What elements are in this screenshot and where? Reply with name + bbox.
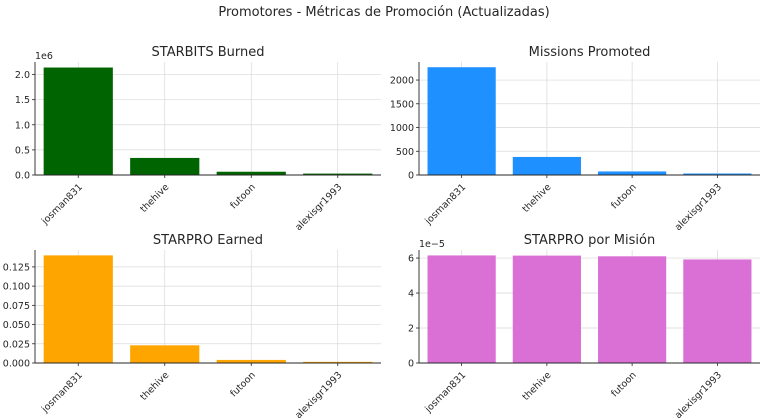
x-tick-label: alexisgr1993 (673, 370, 724, 420)
chart-panel-2: Missions Promoted 0 500 1000 1500 2000 josman8… (390, 45, 760, 233)
y-tick-label: 1.5 (15, 95, 30, 106)
x-tick-label: futoon (609, 182, 639, 212)
y-tick-label: 0.0 (15, 171, 30, 182)
x-tick-label: thehive (138, 370, 171, 403)
y-offset-label: 1e−5 (419, 239, 445, 250)
bar-alexisgr1993 (683, 259, 752, 363)
x-tick-label: futoon (228, 370, 258, 400)
y-tick-label: 0.000 (3, 359, 30, 370)
x-tick-label: josman831 (423, 370, 469, 416)
chart-panel-1: STARBITS Burned 0.0 0.5 1.0 1.5 2.0 1e6 josman8… (15, 45, 381, 233)
x-tick-label: alexisgr1993 (673, 182, 724, 233)
y-tick-label: 500 (396, 147, 414, 158)
axis-spines (34, 62, 381, 176)
bar-thehive (512, 156, 581, 175)
y-tick-label: 1.0 (15, 120, 30, 131)
axis-spines (418, 62, 760, 176)
y-tick-label: 2.0 (15, 70, 30, 81)
y-tick-label: 0.5 (15, 145, 30, 156)
y-offset-label: 1e6 (35, 51, 53, 62)
axis-spines (34, 250, 381, 364)
x-tick-label: thehive (138, 182, 171, 215)
y-tick-label: 0.025 (3, 339, 30, 350)
chart-panel-4: STARPRO por Misión 0 2 4 6 1e−5 josman831 thehi… (408, 233, 760, 420)
bar-alexisgr1993 (683, 173, 752, 175)
bar-futoon (598, 256, 667, 363)
x-tick-label: futoon (228, 182, 258, 212)
bar-futoon (598, 171, 667, 175)
bar-futoon (216, 359, 286, 363)
y-tick-label: 0.125 (3, 262, 30, 273)
x-tick-label: thehive (520, 182, 553, 215)
y-tick-label: 0.075 (3, 301, 30, 312)
chart-title: STARPRO Earned (153, 233, 263, 248)
x-tick-label: josman831 (39, 370, 85, 416)
y-tick-label: 0 (408, 171, 414, 182)
bar-josman831 (43, 255, 113, 363)
bar-thehive (130, 157, 200, 175)
y-tick-label: 6 (408, 254, 414, 265)
y-tick-label: 4 (408, 289, 414, 300)
x-tick-label: futoon (609, 370, 639, 400)
x-tick-label: thehive (520, 370, 553, 403)
y-tick-label: 2000 (390, 76, 414, 87)
y-tick-label: 0 (408, 359, 414, 370)
chart-title: STARPRO por Misión (524, 233, 655, 248)
y-tick-label: 0.100 (3, 282, 30, 293)
chart-title: STARBITS Burned (152, 45, 265, 60)
bar-josman831 (427, 255, 496, 363)
bar-thehive (130, 345, 200, 363)
x-tick-label: alexisgr1993 (293, 182, 344, 233)
bar-alexisgr1993 (303, 173, 373, 175)
bar-josman831 (427, 67, 496, 175)
x-tick-label: alexisgr1993 (293, 370, 344, 420)
y-tick-label: 1000 (390, 123, 414, 134)
axis-spines (418, 250, 760, 364)
x-tick-label: josman831 (423, 182, 469, 228)
chart-title: Missions Promoted (529, 45, 651, 60)
chart-panel-3: STARPRO Earned 0.000 0.025 0.050 0.075 0.100 0… (3, 233, 381, 420)
bar-futoon (216, 171, 286, 175)
y-tick-label: 1500 (390, 99, 414, 110)
y-tick-label: 2 (408, 324, 414, 335)
bar-josman831 (43, 67, 113, 175)
bar-thehive (512, 255, 581, 363)
x-tick-label: josman831 (39, 182, 85, 228)
bar-alexisgr1993 (303, 361, 373, 363)
figure-suptitle: Promotores - Métricas de Promoción (Actu… (218, 5, 549, 20)
y-tick-label: 0.050 (3, 320, 30, 331)
